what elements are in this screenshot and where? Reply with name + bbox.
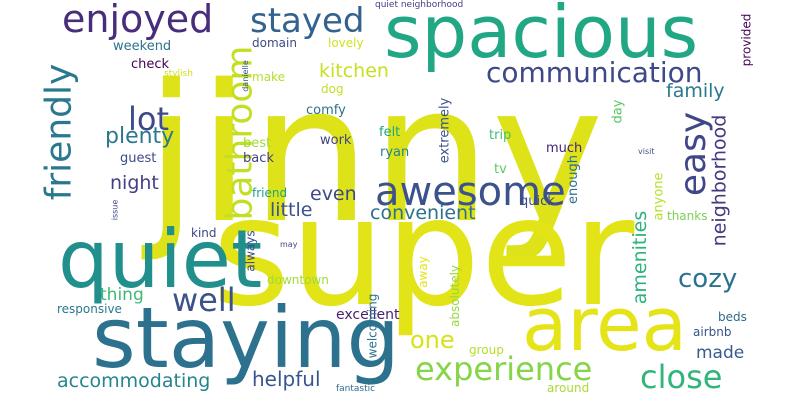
- word-close: close: [640, 358, 723, 396]
- word-domain: domain: [252, 36, 297, 50]
- word-may: may: [280, 240, 298, 249]
- word-always: always: [243, 230, 258, 272]
- word-extremely: extremely: [437, 97, 453, 164]
- word-weekend: weekend: [113, 39, 172, 54]
- word-night: night: [110, 172, 159, 194]
- word-fantastic: fantastic: [336, 384, 376, 394]
- word-convenient: convenient: [370, 202, 476, 224]
- word-enough: enough: [565, 155, 581, 204]
- word-check: check: [131, 57, 170, 72]
- word-cozy: cozy: [678, 264, 738, 294]
- word-even: even: [310, 183, 357, 205]
- word-airbnb: airbnb: [693, 325, 732, 339]
- word-ryan: ryan: [380, 145, 410, 160]
- word-danielle: danielle: [240, 60, 250, 92]
- word-comfy: comfy: [306, 103, 346, 118]
- word-guest: guest: [120, 151, 157, 166]
- word-lovely: lovely: [328, 36, 364, 50]
- word-friendly: friendly: [38, 63, 80, 201]
- word-experience: experience: [415, 350, 593, 388]
- word-kind: kind: [191, 226, 217, 240]
- word-absolutely: absolutely: [448, 264, 463, 328]
- word-away: away: [415, 256, 430, 288]
- word-quick: quick: [520, 194, 555, 209]
- word-enjoyed: enjoyed: [62, 0, 214, 41]
- word-communication: communication: [486, 56, 703, 89]
- word-area: area: [522, 282, 688, 368]
- word-group: group: [469, 343, 504, 357]
- word-plenty: plenty: [105, 124, 175, 149]
- word-made: made: [696, 343, 745, 363]
- word-stylish: stylish: [164, 69, 193, 79]
- word-felt: felt: [379, 125, 401, 140]
- word-downtown: downtown: [267, 273, 329, 287]
- word-easy: easy: [673, 111, 715, 197]
- word-friend: friend: [252, 186, 288, 200]
- word-stayed: stayed: [250, 1, 365, 41]
- word-well: well: [172, 281, 236, 319]
- word-provided: provided: [739, 13, 754, 67]
- word-staying: staying: [92, 289, 400, 387]
- word-kitchen: kitchen: [319, 60, 389, 82]
- word-issue: issue: [110, 199, 120, 221]
- word-amenities: amenities: [629, 210, 652, 305]
- word-trip: trip: [489, 128, 512, 143]
- word-accommodating: accommodating: [57, 370, 211, 392]
- word-welcoming: welcoming: [365, 293, 380, 359]
- word-spacious: spacious: [384, 0, 699, 74]
- word-responsive: responsive: [57, 302, 122, 316]
- word-dog: dog: [321, 82, 344, 96]
- word-much: much: [546, 141, 583, 156]
- word-quiet: quiet: [58, 213, 263, 306]
- word-one: one: [410, 326, 455, 354]
- word-back: back: [243, 151, 274, 166]
- word-thing: thing: [100, 285, 144, 305]
- word-excellent: excellent: [336, 307, 400, 323]
- word-family: family: [666, 80, 725, 102]
- word-work: work: [320, 133, 352, 148]
- word-anyone: anyone: [651, 172, 667, 221]
- word-thanks: thanks: [667, 209, 708, 223]
- word-day: day: [610, 99, 626, 124]
- word-beds: beds: [718, 310, 747, 324]
- word-helpful: helpful: [252, 367, 321, 391]
- word-super: super: [212, 166, 635, 340]
- word-tv: tv: [494, 162, 507, 177]
- word-awesome: awesome: [375, 169, 566, 215]
- word-make: make: [252, 70, 285, 84]
- word-jinny: jinny: [145, 44, 604, 265]
- word-quiet-neighborhood: quiet neighborhood: [375, 0, 464, 10]
- word-around: around: [547, 381, 590, 395]
- word-visit: visit: [638, 147, 655, 156]
- word-best: best: [243, 136, 272, 151]
- word-lot: lot: [128, 100, 170, 138]
- word-neighborhood: neighborhood: [708, 114, 731, 247]
- word-little: little: [270, 199, 313, 221]
